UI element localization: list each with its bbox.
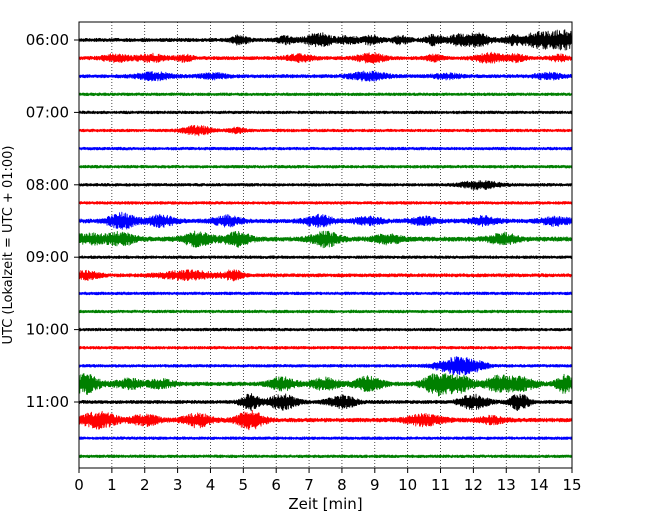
x-tick-label: 3 bbox=[173, 476, 183, 494]
y-tick-label: 06:00 bbox=[26, 31, 69, 49]
x-tick-label: 4 bbox=[206, 476, 216, 494]
trace-0915 bbox=[79, 269, 572, 282]
y-tick-label: 09:00 bbox=[26, 248, 69, 266]
y-axis-label: UTC (Lokalzeit = UTC + 01:00) bbox=[1, 146, 16, 345]
y-axis-ticks: 06:00 07:00 08:00 09:00 10:00 11:00 bbox=[26, 31, 79, 411]
grid-lines bbox=[111, 22, 540, 468]
x-tick-label: 10 bbox=[398, 476, 417, 494]
trace-0815 bbox=[79, 201, 572, 205]
x-axis-ticks: 0 1 2 3 4 5 6 7 8 9 10 11 12 13 14 15 bbox=[74, 468, 582, 494]
plot-frame bbox=[78, 21, 573, 469]
trace-0930 bbox=[79, 291, 572, 296]
trace-1130 bbox=[79, 436, 572, 441]
trace-0645 bbox=[79, 92, 572, 97]
x-tick-label: 11 bbox=[431, 476, 450, 494]
trace-0900 bbox=[79, 255, 572, 260]
x-tick-label: 9 bbox=[370, 476, 380, 494]
trace-1030 bbox=[79, 356, 572, 376]
x-tick-label: 5 bbox=[239, 476, 249, 494]
trace-0845 bbox=[79, 230, 572, 249]
x-tick-label: 13 bbox=[497, 476, 516, 494]
trace-0830 bbox=[79, 211, 572, 230]
y-tick-label: 11:00 bbox=[26, 393, 69, 411]
x-tick-label: 0 bbox=[74, 476, 84, 494]
trace-0730 bbox=[79, 146, 572, 151]
trace-1115 bbox=[79, 410, 572, 431]
trace-group bbox=[79, 29, 572, 459]
trace-0630 bbox=[79, 70, 572, 82]
x-tick-label: 6 bbox=[271, 476, 281, 494]
y-tick-label: 07:00 bbox=[26, 103, 69, 121]
x-tick-label: 1 bbox=[107, 476, 117, 494]
x-tick-label: 7 bbox=[304, 476, 314, 494]
trace-1100 bbox=[79, 393, 572, 412]
trace-1145 bbox=[79, 454, 572, 459]
x-tick-label: 12 bbox=[464, 476, 483, 494]
x-axis-label: Zeit [min] bbox=[288, 495, 362, 513]
trace-0600 bbox=[79, 29, 572, 51]
trace-0615 bbox=[79, 51, 572, 64]
trace-0715 bbox=[79, 124, 572, 137]
trace-0800 bbox=[79, 180, 572, 191]
x-tick-label: 15 bbox=[562, 476, 581, 494]
y-tick-label: 08:00 bbox=[26, 176, 69, 194]
trace-0700 bbox=[79, 110, 572, 115]
trace-1045 bbox=[79, 373, 572, 397]
trace-0945 bbox=[79, 309, 572, 314]
x-tick-label: 2 bbox=[140, 476, 150, 494]
trace-1015 bbox=[79, 345, 572, 350]
x-tick-label: 8 bbox=[337, 476, 347, 494]
trace-1000 bbox=[79, 327, 572, 332]
x-tick-label: 14 bbox=[530, 476, 549, 494]
trace-0745 bbox=[79, 164, 572, 169]
y-tick-label: 10:00 bbox=[26, 321, 69, 339]
